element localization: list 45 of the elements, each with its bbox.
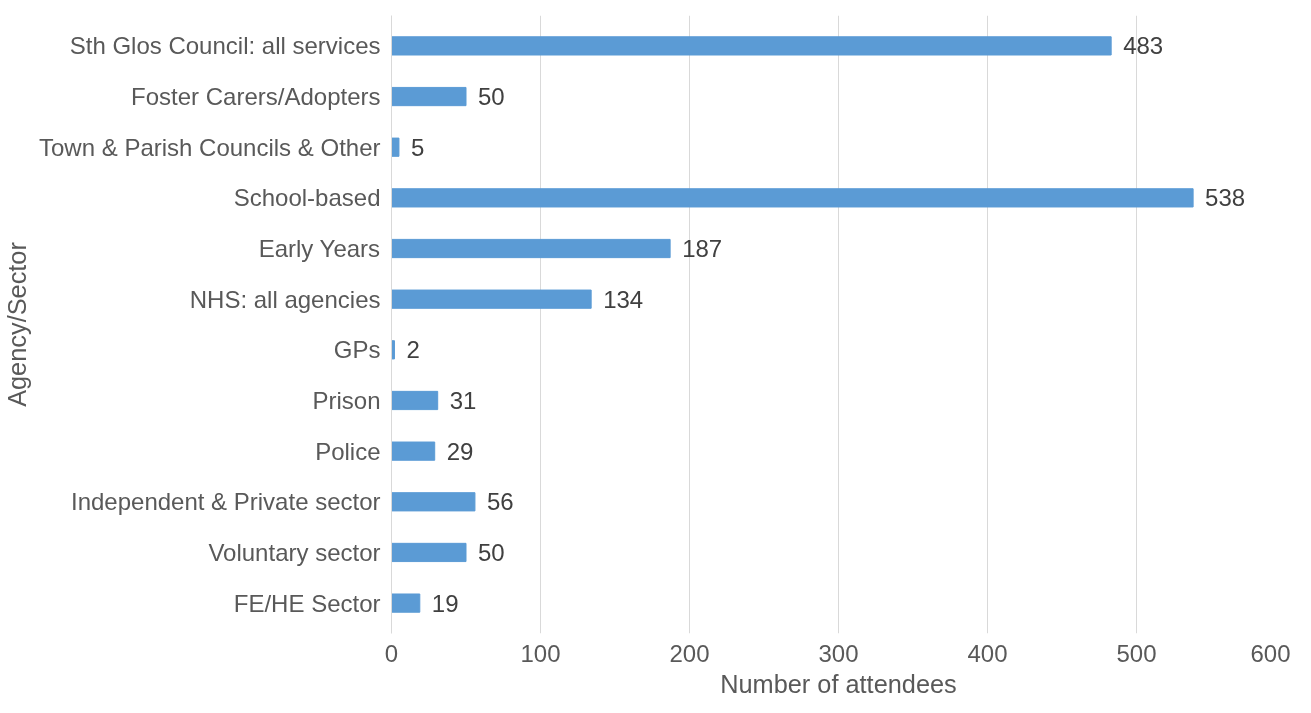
data-label: 29 (446, 437, 474, 465)
data-label: 56 (486, 488, 514, 516)
y-tick-label: School-based (233, 184, 381, 212)
y-tick-label: Early Years (258, 235, 381, 263)
data-label: 31 (449, 386, 477, 414)
data-label: 5 (410, 133, 425, 161)
bar (391, 593, 421, 613)
x-tick-label: 600 (1250, 639, 1291, 667)
data-label: 50 (478, 83, 505, 111)
data-label: 50 (478, 538, 505, 566)
y-axis-title: Agency/Sector (3, 241, 32, 407)
bar (391, 289, 592, 309)
data-label: 2 (406, 336, 420, 364)
y-tick-label: Town & Parish Councils & Other (39, 133, 381, 161)
data-label: 187 (682, 235, 723, 263)
x-tick-label: 100 (520, 639, 561, 667)
bar (391, 390, 439, 411)
x-tick-label: 500 (1116, 639, 1157, 667)
bar (391, 36, 1112, 56)
data-label: 538 (1205, 184, 1246, 212)
bar (391, 492, 476, 512)
y-tick-label: NHS: all agencies (189, 285, 381, 313)
bar (391, 441, 436, 461)
y-tick-label: Foster Carers/Adopters (131, 83, 381, 111)
data-label: 483 (1123, 32, 1164, 60)
bar (391, 86, 467, 107)
x-tick-label: 0 (384, 639, 399, 667)
y-tick-label: Independent & Private sector (70, 488, 381, 516)
data-label: 134 (603, 285, 644, 313)
x-axis-title: Number of attendees (720, 669, 957, 698)
bar (391, 542, 467, 563)
x-tick-label: 400 (967, 639, 1008, 667)
y-tick-label: Voluntary sector (208, 538, 381, 566)
bar (391, 340, 395, 360)
data-label: 19 (431, 589, 459, 617)
y-tick-label: GPs (333, 336, 381, 364)
y-tick-label: Sth Glos Council: all services (69, 32, 381, 60)
y-tick-label: Police (315, 437, 381, 465)
bar (391, 188, 1194, 208)
x-tick-label: 300 (818, 639, 859, 667)
y-tick-label: Prison (312, 386, 381, 414)
bar (391, 238, 671, 259)
y-tick-label: FE/HE Sector (233, 589, 381, 617)
x-tick-label: 200 (669, 639, 710, 667)
bar (391, 137, 400, 157)
